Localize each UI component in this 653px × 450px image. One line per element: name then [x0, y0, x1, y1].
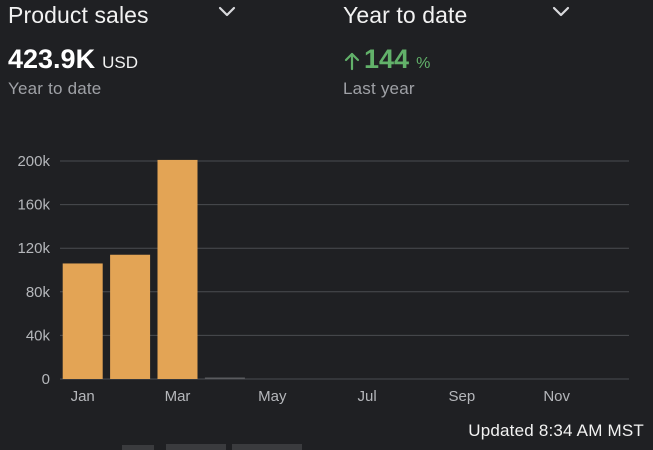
- total-sales-value: 423.9K: [8, 44, 96, 74]
- period-dropdown[interactable]: Year to date: [343, 0, 575, 30]
- growth-kpi: 144 % Last year: [343, 44, 430, 99]
- percent-unit: %: [416, 55, 431, 72]
- x-tick-label: Jan: [71, 388, 95, 405]
- chevron-down-icon: [552, 6, 570, 17]
- growth-comparison-period: Last year: [343, 79, 415, 98]
- arrow-up-icon: [344, 52, 360, 71]
- bar-apr[interactable]: [204, 377, 245, 380]
- bar-mar[interactable]: [157, 159, 198, 379]
- y-tick-label: 120k: [17, 240, 50, 257]
- y-tick-label: 0: [42, 371, 50, 388]
- total-sales-kpi: 423.9K USD Year to date: [8, 44, 138, 99]
- x-tick-label: Nov: [543, 388, 570, 405]
- bar-feb[interactable]: [110, 254, 151, 379]
- monthly-sales-bar-chart: 0 40k 80k 120k 160k 200k Jan Mar May Jul Sep Nov: [17, 153, 629, 405]
- x-tick-label: Jul: [358, 388, 377, 405]
- growth-percentage: 144: [364, 44, 410, 74]
- chevron-down-icon: [218, 6, 236, 17]
- bar-jan[interactable]: [62, 263, 103, 379]
- x-tick-label: Mar: [165, 388, 191, 405]
- x-tick-label: May: [258, 388, 287, 405]
- x-tick-label: Sep: [449, 388, 476, 405]
- last-updated-text: Updated 8:34 AM MST: [468, 421, 644, 440]
- y-tick-label: 40k: [26, 327, 51, 344]
- y-tick-label: 80k: [26, 284, 51, 301]
- currency-unit: USD: [102, 53, 138, 72]
- period-dropdown-label: Year to date: [343, 1, 468, 28]
- y-tick-label: 160k: [17, 197, 50, 214]
- metric-dropdown-label: Product sales: [8, 1, 149, 28]
- faded-footer-text: [122, 444, 302, 450]
- total-sales-period: Year to date: [8, 79, 102, 98]
- y-tick-label: 200k: [17, 153, 50, 170]
- metric-dropdown[interactable]: Product sales: [8, 0, 248, 30]
